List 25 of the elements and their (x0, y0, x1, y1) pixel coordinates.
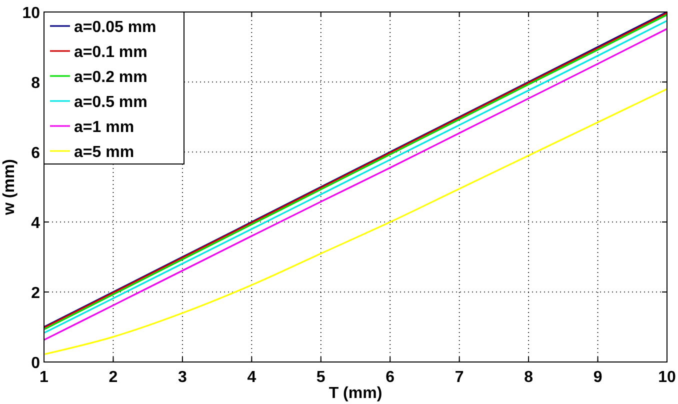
x-tick-label: 2 (108, 369, 118, 386)
y-tick-label: 0 (31, 355, 40, 372)
x-tick-label: 8 (524, 369, 534, 386)
legend-label: a=0.5 mm (74, 94, 148, 111)
y-tick-label: 8 (31, 75, 40, 92)
x-tick-label: 9 (593, 369, 602, 386)
y-tick-label: 10 (22, 5, 40, 22)
x-tick-label: 4 (247, 369, 256, 386)
legend-label: a=1 mm (74, 119, 134, 136)
legend-label: a=5 mm (74, 144, 134, 161)
line-series (43, 88, 668, 356)
legend-label: a=0.2 mm (74, 69, 148, 86)
x-tick-label: 5 (316, 369, 326, 386)
y-tick-label: 6 (31, 145, 40, 162)
legend-label: a=0.05 mm (74, 19, 156, 36)
legend-label: a=0.1 mm (74, 44, 148, 61)
x-tick-label: 7 (454, 369, 464, 386)
x-axis-title: T (mm) (328, 385, 382, 402)
y-tick-label: 4 (31, 215, 40, 232)
y-axis-title: w (mm) (1, 159, 18, 216)
y-tick-label: 2 (31, 285, 40, 302)
x-tick-label: 1 (40, 369, 49, 386)
x-tick-label: 10 (658, 369, 676, 386)
x-tick-label: 3 (178, 369, 187, 386)
x-tick-label: 6 (386, 369, 395, 386)
